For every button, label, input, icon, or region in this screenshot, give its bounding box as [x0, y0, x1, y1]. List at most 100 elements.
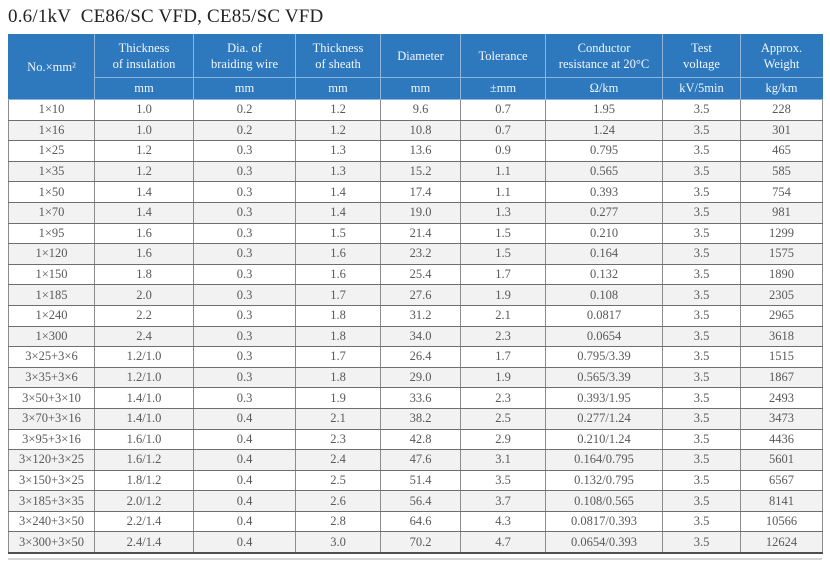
value-cell: 0.3 — [193, 346, 296, 368]
value-cell: 2493 — [740, 387, 823, 409]
value-cell: 2.4/1.4 — [94, 531, 194, 555]
col-header-5: Tolerance — [460, 34, 546, 78]
value-cell: 1.3 — [460, 201, 546, 224]
col-header-4: Diameter — [380, 34, 461, 78]
value-cell: 0.0654/0.393 — [545, 531, 663, 555]
value-cell: 754 — [740, 181, 823, 203]
value-cell: 3.5 — [662, 140, 741, 162]
value-cell: 0.277/1.24 — [545, 407, 663, 430]
value-cell: 3.5 — [662, 449, 741, 471]
value-cell: 0.3 — [193, 366, 296, 389]
value-cell: 0.3 — [193, 304, 296, 327]
value-cell: 0.7 — [460, 99, 546, 121]
value-cell: 56.4 — [380, 490, 461, 512]
value-cell: 0.795/3.39 — [545, 346, 663, 368]
value-cell: 2.1 — [460, 304, 546, 327]
value-cell: 0.4 — [193, 510, 296, 533]
value-cell: 64.6 — [380, 510, 461, 533]
table-row: 1×35 1.2 0.3 1.3 15.2 1.1 0.565 3.5 585 — [8, 160, 823, 183]
row-label-cell: 3×120+3×25 — [8, 449, 95, 471]
value-cell: 2.8 — [295, 510, 381, 533]
table-row: 3×150+3×25 1.8/1.2 0.4 2.5 51.4 3.5 0.132/0.79… — [8, 469, 823, 492]
value-cell: 3473 — [740, 407, 823, 430]
value-cell: 2.3 — [460, 387, 546, 409]
value-cell: 2.5 — [460, 407, 546, 430]
value-cell: 3.5 — [662, 304, 741, 327]
table-row: 1×300 2.4 0.3 1.8 34.0 2.3 0.0654 3.5 3618 — [8, 325, 823, 348]
value-cell: 1.4 — [295, 181, 381, 203]
row-label-cell: 3×70+3×16 — [8, 407, 95, 430]
value-cell: 1.6 — [94, 243, 194, 265]
value-cell: 1.2 — [295, 119, 381, 142]
value-cell: 1.7 — [295, 346, 381, 368]
value-cell: 301 — [740, 119, 823, 142]
value-cell: 0.132/0.795 — [545, 469, 663, 492]
value-cell: 3.5 — [662, 201, 741, 224]
value-cell: 0.132 — [545, 263, 663, 286]
value-cell: 17.4 — [380, 181, 461, 203]
value-cell: 0.4 — [193, 449, 296, 471]
row-label-cell: 3×95+3×16 — [8, 428, 95, 451]
value-cell: 0.565/3.39 — [545, 366, 663, 389]
value-cell: 3.5 — [662, 263, 741, 286]
value-cell: 1575 — [740, 243, 823, 265]
value-cell: 1.8 — [295, 304, 381, 327]
value-cell: 0.3 — [193, 325, 296, 348]
row-label-cell: 1×185 — [8, 284, 95, 306]
value-cell: 51.4 — [380, 469, 461, 492]
value-cell: 1.2/1.0 — [94, 366, 194, 389]
value-cell: 1.4/1.0 — [94, 407, 194, 430]
row-label-cell: 3×50+3×10 — [8, 387, 95, 409]
value-cell: 2305 — [740, 284, 823, 306]
value-cell: 1.5 — [460, 243, 546, 265]
value-cell: 3.5 — [662, 222, 741, 245]
value-cell: 1.4 — [94, 201, 194, 224]
value-cell: 1.9 — [460, 284, 546, 306]
row-label-cell: 1×95 — [8, 222, 95, 245]
value-cell: 0.3 — [193, 222, 296, 245]
value-cell: 3.5 — [662, 366, 741, 389]
value-cell: 1.5 — [460, 222, 546, 245]
value-cell: 3.5 — [662, 243, 741, 265]
value-cell: 465 — [740, 140, 823, 162]
value-cell: 1.95 — [545, 99, 663, 121]
value-cell: 2.5 — [295, 469, 381, 492]
value-cell: 3.5 — [662, 387, 741, 409]
value-cell: 1.6 — [94, 222, 194, 245]
table-row: 3×95+3×16 1.6/1.0 0.4 2.3 42.8 2.9 0.210/1.24 3… — [8, 428, 823, 451]
value-cell: 1.24 — [545, 119, 663, 142]
value-cell: 0.108/0.565 — [545, 490, 663, 512]
table-row: 3×50+3×10 1.4/1.0 0.3 1.9 33.6 2.3 0.393/1.95 3… — [8, 387, 823, 409]
col-unit-3: mm — [295, 77, 381, 100]
value-cell: 1.1 — [460, 160, 546, 183]
value-cell: 1.8 — [295, 366, 381, 389]
value-cell: 3.5 — [662, 160, 741, 183]
value-cell: 1.4 — [295, 201, 381, 224]
value-cell: 5601 — [740, 449, 823, 471]
row-label-cell: 1×150 — [8, 263, 95, 286]
table-row: 1×25 1.2 0.3 1.3 13.6 0.9 0.795 3.5 465 — [8, 140, 823, 162]
value-cell: 1867 — [740, 366, 823, 389]
value-cell: 34.0 — [380, 325, 461, 348]
value-cell: 3.5 — [662, 490, 741, 512]
value-cell: 3.1 — [460, 449, 546, 471]
value-cell: 0.3 — [193, 284, 296, 306]
value-cell: 27.6 — [380, 284, 461, 306]
value-cell: 0.9 — [460, 140, 546, 162]
value-cell: 0.3 — [193, 243, 296, 265]
value-cell: 2.2/1.4 — [94, 510, 194, 533]
table-row: 1×240 2.2 0.3 1.8 31.2 2.1 0.0817 3.5 2965 — [8, 304, 823, 327]
value-cell: 4.7 — [460, 531, 546, 555]
value-cell: 0.210 — [545, 222, 663, 245]
value-cell: 1.1 — [460, 181, 546, 203]
page-title: 0.6/1kV CE86/SC VFD, CE85/SC VFD — [8, 6, 324, 27]
value-cell: 0.4 — [193, 428, 296, 451]
row-label-cell: 1×240 — [8, 304, 95, 327]
col-header-1: Thickness of insulation — [94, 34, 194, 78]
value-cell: 2.0/1.2 — [94, 490, 194, 512]
value-cell: 33.6 — [380, 387, 461, 409]
col-header-8: Approx. Weight — [740, 34, 823, 78]
value-cell: 1.8/1.2 — [94, 469, 194, 492]
row-label-cell: 1×25 — [8, 140, 95, 162]
